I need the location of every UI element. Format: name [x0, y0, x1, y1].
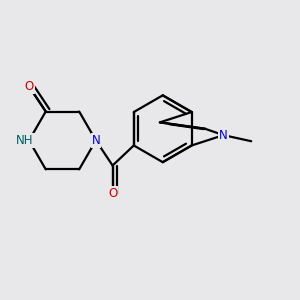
Text: N: N: [92, 134, 100, 147]
Text: NH: NH: [16, 134, 34, 147]
Text: O: O: [108, 188, 117, 200]
Text: O: O: [24, 80, 34, 93]
Text: N: N: [219, 129, 228, 142]
